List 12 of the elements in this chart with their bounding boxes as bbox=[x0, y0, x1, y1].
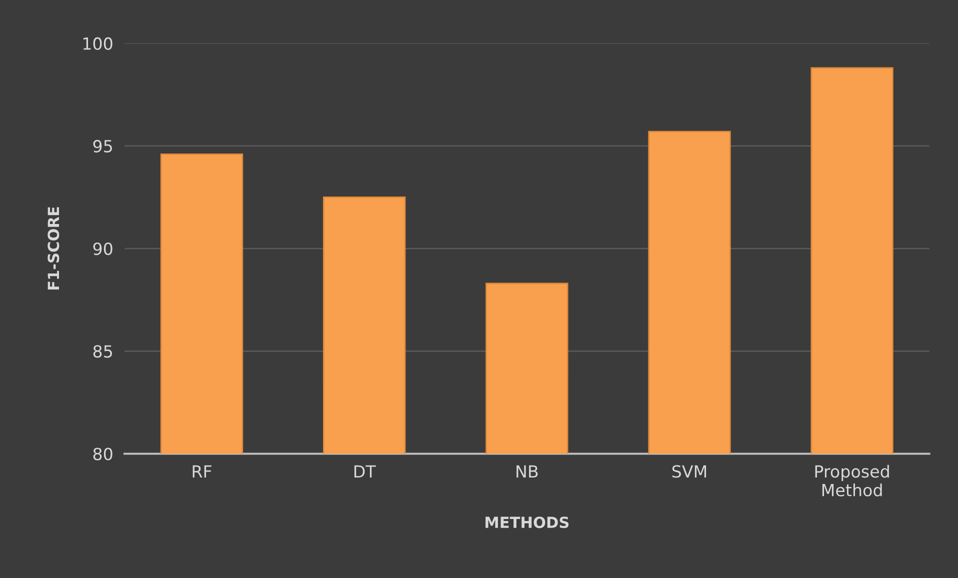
y-axis-title: F1-SCORE bbox=[48, 207, 60, 290]
x-tick-label: NB bbox=[516, 465, 538, 478]
x-tick-label: Proposed Method bbox=[815, 464, 889, 496]
x-axis-title: METHODS bbox=[486, 516, 569, 528]
y-tick-label: 80 bbox=[93, 448, 112, 460]
y-tick-label: 90 bbox=[93, 242, 112, 256]
y-tick-label: 85 bbox=[93, 345, 112, 358]
y-tick-label: 95 bbox=[93, 140, 112, 153]
x-tick-label: RF bbox=[192, 465, 212, 478]
y-tick-label: 100 bbox=[83, 37, 112, 50]
x-tick-label: DT bbox=[354, 465, 376, 478]
x-tick-label: SVM bbox=[672, 465, 706, 478]
